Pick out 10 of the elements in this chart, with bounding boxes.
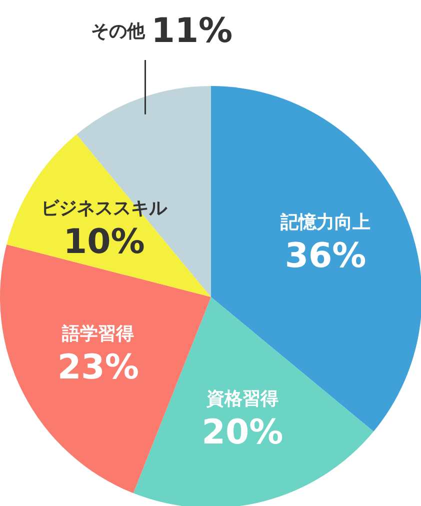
data-label: 20% (202, 412, 284, 453)
data-label: 36% (284, 236, 366, 276)
slice-label: 語学習得 (61, 323, 134, 344)
data-label: 23% (58, 347, 139, 388)
slice-label: その他 (91, 21, 146, 42)
data-label: 11% (151, 11, 233, 51)
slice-label: 記憶力向上 (280, 212, 371, 234)
slice-label: 資格習得 (205, 388, 278, 410)
pie-slice (6, 134, 211, 297)
data-label: 10% (63, 222, 145, 262)
